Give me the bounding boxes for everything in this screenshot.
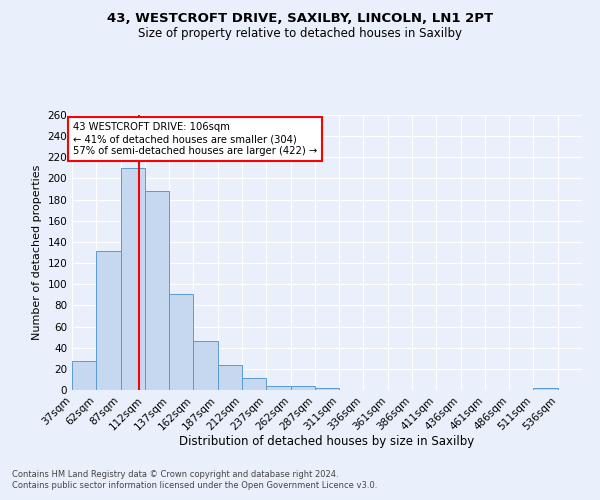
Text: 43, WESTCROFT DRIVE, SAXILBY, LINCOLN, LN1 2PT: 43, WESTCROFT DRIVE, SAXILBY, LINCOLN, L… <box>107 12 493 26</box>
Bar <box>193 342 218 390</box>
Bar <box>121 168 145 390</box>
Text: 43 WESTCROFT DRIVE: 106sqm
← 41% of detached houses are smaller (304)
57% of sem: 43 WESTCROFT DRIVE: 106sqm ← 41% of deta… <box>73 122 317 156</box>
Bar <box>242 378 266 390</box>
Bar <box>266 386 290 390</box>
Text: Distribution of detached houses by size in Saxilby: Distribution of detached houses by size … <box>179 434 475 448</box>
Bar <box>72 362 96 390</box>
Bar <box>218 364 242 390</box>
Bar <box>96 252 121 390</box>
Text: Size of property relative to detached houses in Saxilby: Size of property relative to detached ho… <box>138 28 462 40</box>
Bar <box>290 386 315 390</box>
Bar <box>169 294 193 390</box>
Text: Contains HM Land Registry data © Crown copyright and database right 2024.: Contains HM Land Registry data © Crown c… <box>12 470 338 479</box>
Y-axis label: Number of detached properties: Number of detached properties <box>32 165 42 340</box>
Bar <box>145 191 169 390</box>
Text: Contains public sector information licensed under the Open Government Licence v3: Contains public sector information licen… <box>12 481 377 490</box>
Bar <box>315 388 339 390</box>
Bar <box>533 388 558 390</box>
